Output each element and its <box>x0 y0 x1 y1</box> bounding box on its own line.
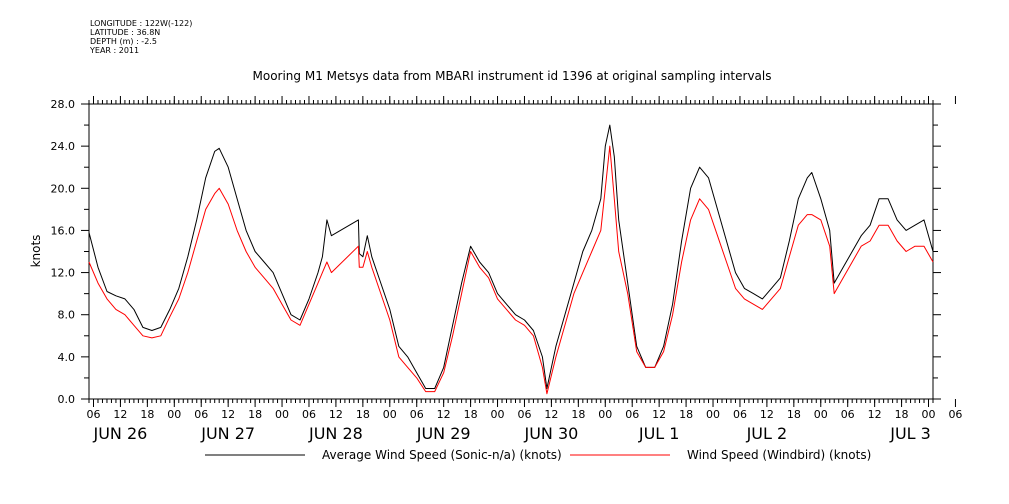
x-date-label: JUN 29 <box>416 424 471 443</box>
x-tick-label: 06 <box>86 408 100 421</box>
x-tick-label: 12 <box>437 408 451 421</box>
metadata-block: LONGITUDE : 122W(-122) LATITUDE : 36.8N … <box>90 19 192 55</box>
legend-label-windbird: Wind Speed (Windbird) (knots) <box>687 448 871 462</box>
x-tick-label: 06 <box>302 408 316 421</box>
x-tick-label: 00 <box>598 408 612 421</box>
y-tick-label: 8.0 <box>58 309 76 322</box>
x-tick-label: 06 <box>194 408 208 421</box>
y-tick-label: 0.0 <box>58 393 76 406</box>
x-tick-label: 06 <box>841 408 855 421</box>
x-tick-label: 18 <box>787 408 801 421</box>
x-date-label: JUN 26 <box>93 424 148 443</box>
x-tick-label: 00 <box>167 408 181 421</box>
x-tick-label: 00 <box>275 408 289 421</box>
x-tick-label: 18 <box>571 408 585 421</box>
series-layer <box>88 124 934 395</box>
series-line-average-wind <box>88 124 934 389</box>
y-axis-label: knots <box>29 235 43 268</box>
x-date-label: JUN 28 <box>308 424 363 443</box>
metadata-longitude: LONGITUDE : 122W(-122) <box>90 19 193 28</box>
x-tick-label: 12 <box>652 408 666 421</box>
y-tick-label: 12.0 <box>51 267 76 280</box>
legend: Average Wind Speed (Sonic-n/a) (knots) W… <box>205 448 871 462</box>
x-tick-label: 06 <box>410 408 424 421</box>
x-tick-label: 06 <box>733 408 747 421</box>
x-tick-label: 00 <box>814 408 828 421</box>
x-tick-label: 00 <box>706 408 720 421</box>
x-tick-label: 18 <box>895 408 909 421</box>
x-date-label: JUL 3 <box>889 424 931 443</box>
x-tick-label: 00 <box>922 408 936 421</box>
x-tick-label: 18 <box>356 408 370 421</box>
axis-ticks: 0.0 4.0 8.0 12.0 16.0 20.0 24.0 28.0 06 12 18 00 06 1… <box>51 96 962 443</box>
x-tick-label: 06 <box>517 408 531 421</box>
y-tick-label: 24.0 <box>51 140 76 153</box>
plot-frame <box>88 103 934 400</box>
x-tick-label: 12 <box>113 408 127 421</box>
y-tick-label: 28.0 <box>51 98 76 111</box>
x-tick-label: 12 <box>868 408 882 421</box>
legend-label-average-wind: Average Wind Speed (Sonic-n/a) (knots) <box>322 448 562 462</box>
x-tick-label: 12 <box>760 408 774 421</box>
x-tick-label: 06 <box>625 408 639 421</box>
x-date-label: JUL 1 <box>638 424 680 443</box>
chart-title: Mooring M1 Metsys data from MBARI instru… <box>253 69 772 83</box>
x-tick-label: 12 <box>329 408 343 421</box>
x-tick-label: 18 <box>464 408 478 421</box>
x-date-label: JUN 30 <box>523 424 578 443</box>
x-tick-label: 18 <box>140 408 154 421</box>
x-tick-label: 00 <box>383 408 397 421</box>
metadata-latitude: LATITUDE : 36.8N <box>90 28 161 37</box>
metadata-depth: DEPTH (m) : -2.5 <box>90 37 157 46</box>
x-tick-label: 18 <box>679 408 693 421</box>
x-tick-label: 06 <box>948 408 962 421</box>
metadata-year: YEAR : 2011 <box>90 46 140 55</box>
x-tick-label: 12 <box>221 408 235 421</box>
x-date-label: JUL 2 <box>746 424 788 443</box>
x-tick-label: 00 <box>491 408 505 421</box>
series-line-windbird <box>88 145 934 395</box>
x-tick-label: 18 <box>248 408 262 421</box>
y-tick-label: 20.0 <box>51 182 76 195</box>
x-date-label: JUN 27 <box>200 424 255 443</box>
y-tick-label: 4.0 <box>58 351 76 364</box>
y-tick-label: 16.0 <box>51 224 76 237</box>
x-tick-label: 12 <box>544 408 558 421</box>
